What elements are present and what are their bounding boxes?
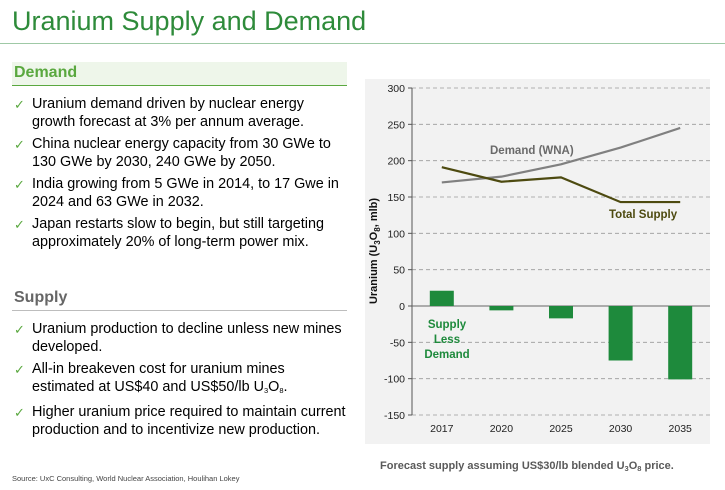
supply-heading: Supply	[12, 287, 347, 311]
check-icon: ✓	[14, 362, 25, 377]
check-icon: ✓	[14, 97, 25, 112]
y-tick-label: -50	[390, 337, 405, 349]
bullet-text: China nuclear energy capacity from 30 GW…	[32, 136, 331, 170]
supply-section: Supply ✓ Uranium production to decline un…	[12, 287, 347, 439]
bar-series-label: Supply	[428, 319, 467, 331]
chart-caption: Forecast supply assuming US$30/lb blende…	[380, 460, 674, 473]
chart-panel	[365, 79, 710, 444]
bar-supply-less-demand	[608, 306, 633, 361]
bullet-text: Higher uranium price required to maintai…	[32, 404, 346, 438]
demand-bullet: ✓ China nuclear energy capacity from 30 G…	[12, 136, 347, 171]
check-icon: ✓	[14, 177, 25, 192]
demand-bullet: ✓ Japan restarts slow to begin, but still…	[12, 216, 347, 251]
demand-list: ✓ Uranium demand driven by nuclear energy…	[12, 96, 347, 251]
x-tick-label: 2020	[490, 423, 514, 435]
y-tick-label: 0	[399, 301, 405, 313]
x-tick-label: 2035	[669, 423, 693, 435]
supply-list: ✓ Uranium production to decline unless ne…	[12, 321, 347, 439]
y-tick-label: 100	[387, 228, 405, 240]
supply-bullet: ✓ All-in breakeven cost for uranium mines…	[12, 361, 347, 399]
demand-heading: Demand	[12, 62, 347, 86]
y-tick-label: -100	[384, 374, 405, 386]
demand-bullet: ✓ Uranium demand driven by nuclear energy…	[12, 96, 347, 131]
y-tick-label: 50	[393, 265, 405, 277]
check-icon: ✓	[14, 137, 25, 152]
check-icon: ✓	[14, 217, 25, 232]
bar-supply-less-demand	[668, 306, 693, 380]
bullet-text: India growing from 5 GWe in 2014, to 17 …	[32, 176, 339, 210]
demand-section: Demand ✓ Uranium demand driven by nuclear…	[12, 62, 347, 251]
supply-bullet: ✓ Higher uranium price required to mainta…	[12, 404, 347, 439]
x-tick-label: 2030	[609, 423, 633, 435]
y-tick-label: 150	[387, 192, 405, 204]
y-tick-label: 200	[387, 156, 405, 168]
total-supply-line	[441, 166, 681, 204]
title-divider	[0, 43, 725, 44]
y-tick-label: 250	[387, 119, 405, 131]
y-tick-label: 300	[387, 83, 405, 95]
bar-supply-less-demand	[429, 290, 454, 306]
supply-line-label: Total Supply	[609, 209, 678, 221]
y-axis-label: Uranium (U3O8, mlb)	[368, 198, 382, 304]
bar-supply-less-demand	[549, 306, 573, 319]
x-tick-label: 2017	[430, 423, 454, 435]
demand-line	[441, 126, 681, 184]
bullet-text: All-in breakeven cost for uranium mines …	[32, 361, 288, 395]
demand-bullet: ✓ India growing from 5 GWe in 2014, to 17…	[12, 176, 347, 211]
bar-series-label: Less	[434, 334, 460, 346]
source-note: Source: UxC Consulting, World Nuclear As…	[12, 474, 240, 483]
check-icon: ✓	[14, 322, 25, 337]
y-tick-label: -150	[384, 410, 405, 422]
bar-series-label: Demand	[424, 349, 469, 361]
bullet-text: Uranium demand driven by nuclear energy …	[32, 96, 304, 130]
bullet-text: Japan restarts slow to begin, but still …	[32, 216, 324, 250]
bar-supply-less-demand	[489, 306, 514, 311]
check-icon: ✓	[14, 405, 25, 420]
page-title: Uranium Supply and Demand	[12, 6, 367, 36]
demand-line-label: Demand (WNA)	[490, 145, 574, 157]
supply-bullet: ✓ Uranium production to decline unless ne…	[12, 321, 347, 356]
x-tick-label: 2025	[549, 423, 573, 435]
bullet-text: Uranium production to decline unless new…	[32, 321, 342, 355]
